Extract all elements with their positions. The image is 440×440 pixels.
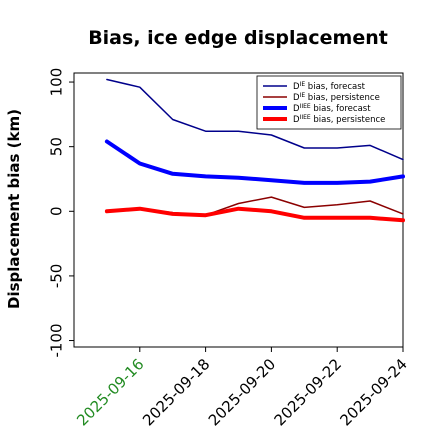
- legend-entry-1: DIE bias, forecast: [293, 81, 366, 92]
- x-tick-label-highlighted: 2025-09-16: [73, 355, 147, 429]
- y-axis-label: Displacement bias (km): [5, 109, 23, 309]
- y-tick-label: 50: [47, 137, 65, 156]
- x-tick-label: 2025-09-24: [336, 355, 410, 429]
- x-tick-label: 2025-09-18: [139, 355, 213, 429]
- legend-entry-2: DIE bias, persistence: [293, 92, 380, 103]
- chart-title: Bias, ice edge displacement: [88, 27, 388, 49]
- legend-entry-4: DIIEE bias, persistence: [293, 114, 385, 125]
- y-tick-label: -50: [47, 264, 65, 289]
- series-line-1: [106, 78, 404, 161]
- x-tick-label: 2025-09-20: [205, 355, 279, 429]
- plot-area: 100500-50-1002025-09-162025-09-182025-09…: [47, 68, 411, 430]
- x-tick-label: 2025-09-22: [271, 355, 345, 429]
- legend-entry-3: DIIEE bias, forecast: [293, 103, 371, 114]
- legend-box: [256, 75, 402, 130]
- series-line-4: [104, 206, 405, 223]
- y-tick-label: -100: [47, 324, 65, 358]
- y-tick-label: 0: [47, 207, 65, 217]
- y-tick-label: 100: [47, 68, 65, 97]
- plot-frame: [73, 72, 404, 348]
- series-line-3: [104, 139, 405, 185]
